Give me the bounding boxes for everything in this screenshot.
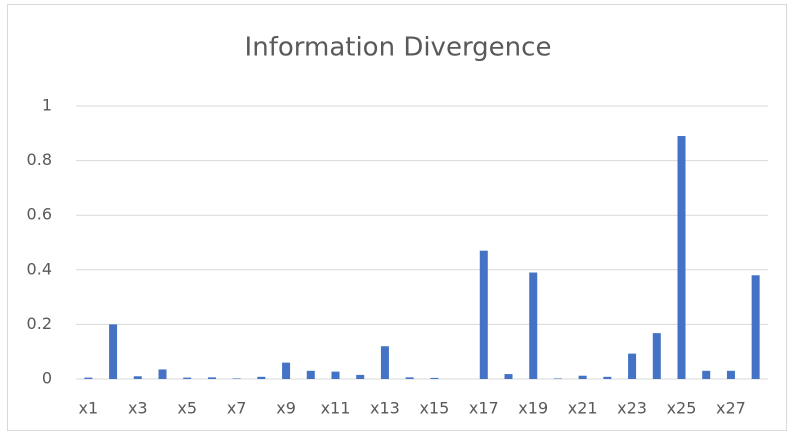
bar [405,377,414,379]
bar [158,369,167,379]
x-tick-label: x19 [518,399,548,418]
bar [751,275,760,379]
x-tick-label: x25 [667,399,697,418]
y-tick-label: 0.4 [27,259,52,278]
bar [84,377,93,379]
x-tick-label: x5 [177,399,197,418]
y-tick-label: 1 [42,96,52,115]
x-tick-label: x7 [227,399,247,418]
bar [207,377,216,379]
bar [553,378,562,379]
bar [232,378,241,379]
bar [306,370,315,379]
x-tick-label: x27 [716,399,746,418]
bar [430,377,439,379]
bar [529,272,538,379]
bar [479,250,488,379]
x-tick-label: x3 [128,399,148,418]
chart-border [7,4,787,431]
bar [183,377,192,379]
y-tick-label: 0.2 [27,314,52,333]
x-tick-label: x1 [79,399,99,418]
y-tick-label: 0.8 [27,150,52,169]
chart-title: Information Divergence [245,33,552,63]
x-tick-label: x9 [276,399,296,418]
bar [282,362,291,379]
y-tick-label: 0.6 [27,205,52,224]
bar [380,346,389,379]
x-tick-label: x23 [617,399,647,418]
x-tick-label: x13 [370,399,400,418]
x-tick-label: x15 [419,399,449,418]
bar [652,333,661,379]
bar [677,136,686,379]
bar [109,324,118,379]
bar [504,374,513,379]
bar [578,375,587,379]
bar [331,371,340,379]
bar [628,353,637,379]
bar [702,370,711,379]
bar [603,376,612,379]
bar [257,376,266,379]
x-tick-label: x17 [469,399,499,418]
x-tick-label: x11 [321,399,351,418]
bar [726,370,735,379]
bar [356,374,365,379]
y-tick-label: 0 [42,369,52,388]
bar [133,376,142,379]
x-tick-label: x21 [568,399,598,418]
